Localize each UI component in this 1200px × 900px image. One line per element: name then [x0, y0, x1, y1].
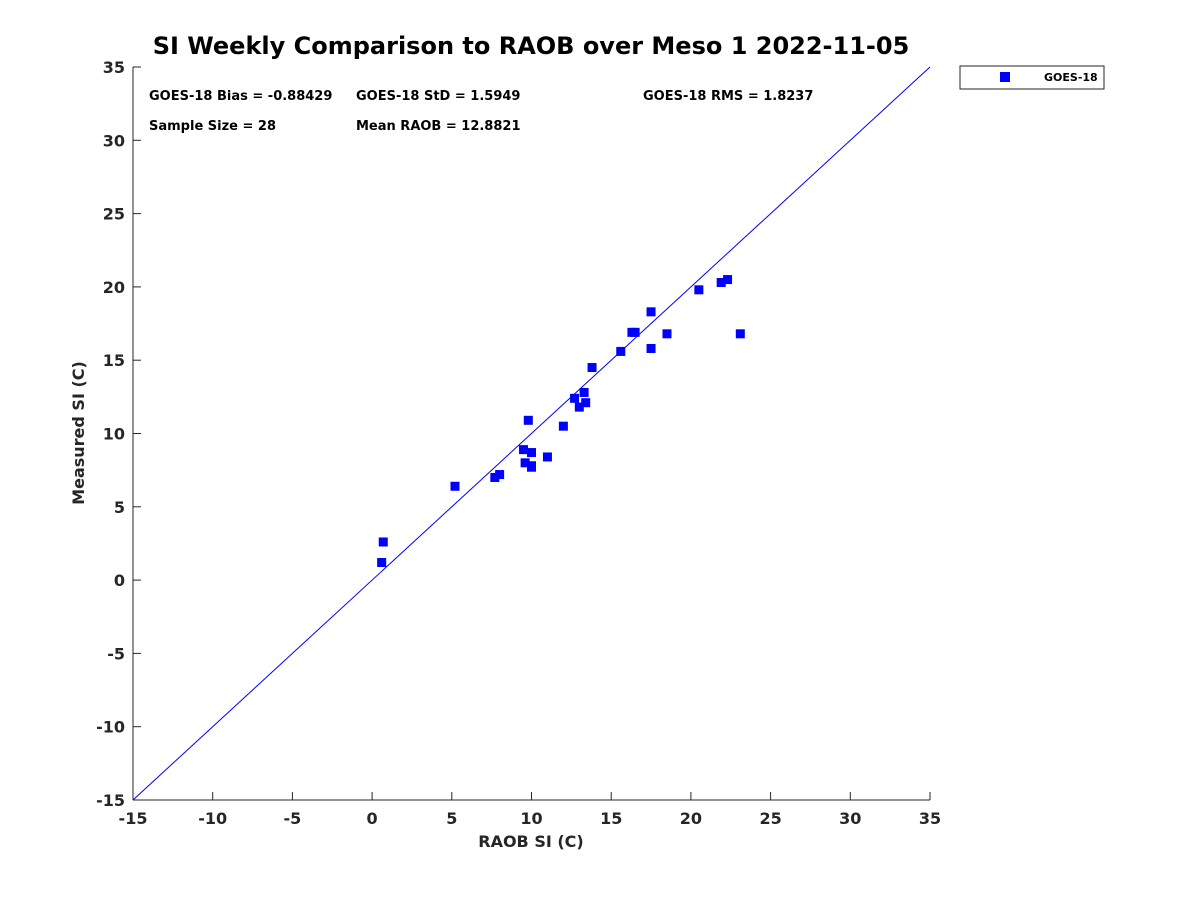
- legend-box: [959, 65, 1105, 90]
- y-tick-label: -10: [96, 718, 125, 737]
- x-tick-label: -5: [284, 809, 302, 828]
- y-tick-label: 0: [114, 571, 125, 590]
- data-point: [523, 415, 533, 425]
- std-stat: GOES-18 StD = 1.5949: [356, 89, 520, 104]
- data-point: [519, 445, 529, 455]
- data-point: [450, 481, 460, 491]
- x-tick-label: 5: [446, 809, 457, 828]
- x-axis-label: RAOB SI (C): [478, 832, 583, 851]
- data-point: [527, 448, 536, 458]
- legend-label: GOES-18: [1044, 71, 1098, 84]
- y-tick-label: 30: [103, 131, 125, 150]
- data-point: [723, 275, 733, 285]
- data-point: [616, 346, 626, 356]
- x-tick-label: 30: [839, 809, 861, 828]
- x-tick-label: 10: [520, 809, 542, 828]
- data-point: [570, 393, 580, 403]
- data-point: [646, 307, 656, 317]
- y-tick-label: 20: [103, 278, 125, 297]
- y-axis-ticks: -15 -10 -5 0 5 10 15 20 25 30 35: [96, 58, 141, 810]
- x-tick-label: 0: [367, 809, 378, 828]
- mean-raob-stat: Mean RAOB = 12.8821: [356, 119, 521, 134]
- data-point: [587, 363, 597, 373]
- legend: GOES-18: [959, 65, 1105, 90]
- y-tick-label: 5: [114, 498, 125, 517]
- y-tick-label: -5: [107, 644, 125, 663]
- y-tick-label: 10: [103, 425, 125, 444]
- bias-stat: GOES-18 Bias = -0.88429: [149, 89, 332, 104]
- x-tick-label: 20: [680, 809, 702, 828]
- data-point: [495, 470, 505, 480]
- data-point: [579, 387, 589, 397]
- data-point: [527, 462, 536, 472]
- y-tick-label: 35: [103, 58, 125, 77]
- data-point: [377, 558, 387, 568]
- data-point: [630, 327, 640, 337]
- x-tick-label: 15: [600, 809, 622, 828]
- x-tick-label: -15: [119, 809, 148, 828]
- x-tick-label: 25: [759, 809, 781, 828]
- y-tick-label: 25: [103, 205, 125, 224]
- data-point: [574, 402, 584, 412]
- data-point: [735, 329, 745, 339]
- data-point: [581, 398, 591, 408]
- data-point: [520, 458, 530, 468]
- data-point: [542, 452, 552, 462]
- data-point: [646, 343, 656, 353]
- y-axis-label: Measured SI (C): [69, 361, 88, 505]
- x-axis-ticks: -15 -10 -5 0 5 10 15 20 25 30 35: [119, 792, 941, 828]
- legend-marker: [1000, 72, 1010, 82]
- data-point: [662, 329, 672, 339]
- data-point: [378, 537, 388, 547]
- rms-stat: GOES-18 RMS = 1.8237: [643, 89, 813, 104]
- data-point: [716, 278, 726, 288]
- data-point: [490, 472, 500, 482]
- sample-size-stat: Sample Size = 28: [149, 119, 276, 134]
- y-tick-label: -15: [96, 791, 125, 810]
- data-point: [558, 421, 568, 431]
- y-tick-label: 15: [103, 351, 125, 370]
- one-to-one-line: [132, 66, 931, 801]
- chart-title: SI Weekly Comparison to RAOB over Meso 1…: [153, 32, 910, 60]
- goes-18-points: [377, 275, 745, 568]
- x-tick-label: 35: [919, 809, 941, 828]
- x-tick-label: -10: [198, 809, 227, 828]
- data-point: [694, 285, 704, 295]
